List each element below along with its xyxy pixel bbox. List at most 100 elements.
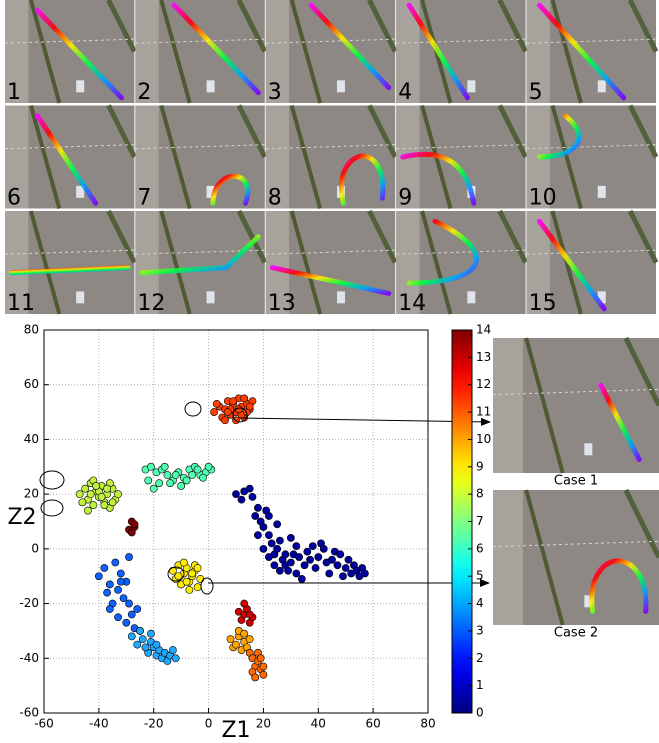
x-tick-label: -40: [89, 717, 109, 731]
point: [311, 564, 320, 572]
trajectory: [308, 2, 392, 90]
point: [344, 555, 353, 564]
point: [127, 632, 136, 641]
y-tick-label: 20: [24, 487, 39, 501]
tree-strip: [106, 0, 137, 53]
panel-label: 8: [268, 186, 282, 211]
point: [339, 572, 347, 581]
point: [325, 569, 334, 578]
point: [328, 555, 336, 564]
trajectory: [400, 151, 477, 206]
x-tick-label: -60: [34, 717, 54, 731]
tree-strip: [28, 0, 62, 104]
point: [240, 599, 249, 608]
colorbar-tick-label: 6: [476, 541, 484, 555]
point: [240, 394, 249, 403]
point: [105, 580, 114, 589]
point: [188, 471, 197, 479]
trajectory: [9, 265, 131, 276]
tree-strip: [28, 104, 62, 210]
point: [256, 654, 265, 663]
colorbar-tick-label: 14: [476, 323, 491, 337]
colorbar-tick-label: 0: [476, 706, 484, 720]
point: [75, 490, 84, 499]
point: [81, 484, 90, 493]
point: [125, 553, 133, 561]
point: [193, 583, 202, 592]
point: [119, 594, 128, 602]
tree-strip: [497, 209, 528, 264]
point: [204, 462, 213, 471]
trajectory: [537, 2, 627, 101]
highlight: [39, 470, 65, 490]
case-images: [492, 336, 659, 626]
sidewalk: [493, 338, 523, 473]
sidewalk: [135, 211, 159, 314]
x-tick-label: 80: [420, 717, 435, 731]
arrow: [239, 417, 491, 426]
point: [166, 479, 175, 488]
point: [193, 465, 202, 474]
tree-strip: [550, 210, 583, 315]
point: [254, 503, 262, 512]
point: [89, 501, 98, 509]
colorbar-tick-label: 5: [476, 569, 484, 583]
sidewalk: [526, 0, 550, 103]
colorbar-tick-label: 7: [476, 514, 484, 528]
point: [295, 553, 303, 561]
point: [133, 640, 142, 649]
point: [108, 498, 117, 507]
point: [169, 566, 177, 575]
trajectory: [598, 382, 642, 462]
panel-label: 9: [398, 186, 412, 211]
point: [171, 654, 180, 663]
highlight: [40, 499, 64, 517]
point: [254, 531, 262, 540]
tree-strip: [159, 0, 192, 104]
panel-label: 7: [137, 186, 151, 211]
trajectory-panel: 6: [4, 104, 137, 211]
vehicle: [336, 291, 345, 304]
point: [232, 490, 240, 499]
y-tick-label: 60: [24, 377, 39, 391]
point: [245, 402, 254, 411]
point: [319, 544, 328, 553]
tree-strip: [623, 488, 659, 559]
vehicle: [206, 291, 215, 304]
tree-strip: [159, 210, 192, 315]
vehicle: [597, 185, 606, 198]
point: [103, 588, 111, 597]
point: [210, 408, 218, 416]
point: [292, 569, 301, 578]
point: [182, 577, 191, 586]
point: [303, 547, 312, 556]
point: [259, 662, 268, 671]
point: [174, 572, 183, 581]
point: [179, 558, 188, 567]
highlight: [232, 407, 248, 423]
point: [92, 482, 101, 490]
point: [240, 629, 249, 638]
sidewalk: [135, 0, 159, 103]
tree-strip: [289, 0, 323, 104]
point: [177, 482, 186, 490]
trajectory-panel: 3: [265, 0, 398, 105]
point: [300, 561, 309, 570]
point: [275, 536, 284, 545]
vehicle: [597, 80, 606, 93]
tree-strip: [236, 104, 268, 159]
point: [193, 564, 202, 572]
y-tick-label: 0: [31, 541, 39, 555]
trajectory: [34, 113, 99, 206]
point: [149, 484, 158, 493]
panel-label: 1: [7, 80, 21, 105]
trajectory-panel: 9: [396, 104, 528, 211]
point: [292, 542, 301, 551]
sidewalk: [493, 490, 523, 625]
point: [100, 501, 109, 509]
point: [127, 610, 136, 619]
trajectory: [339, 153, 386, 206]
point: [212, 399, 221, 408]
point: [114, 490, 122, 499]
panel-label: 10: [529, 186, 557, 211]
